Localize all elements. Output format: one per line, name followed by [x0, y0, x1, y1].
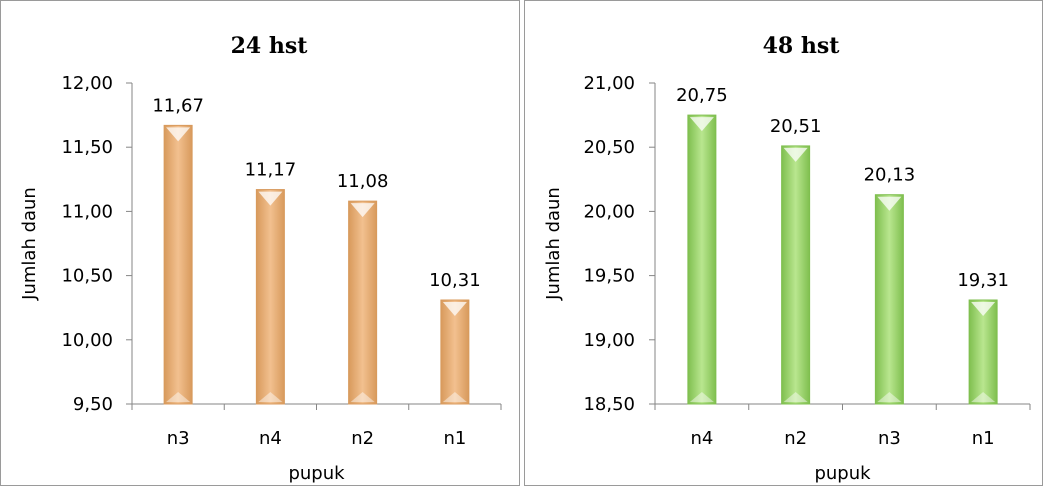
x-tick-label: n1 — [443, 428, 466, 449]
bar-top-highlight — [350, 203, 375, 218]
bar-bottom-highlight — [258, 392, 283, 402]
data-label: 11,67 — [152, 95, 204, 116]
bar-n2 — [348, 200, 378, 405]
y-tick-label: 20,00 — [583, 201, 635, 222]
y-axis-label: Jumlah daun — [19, 187, 40, 301]
chart-title: 48 hst — [763, 33, 841, 59]
bar-bottom-highlight — [350, 392, 375, 402]
bar-bottom-highlight — [689, 392, 714, 402]
bar-bottom-highlight — [442, 392, 467, 402]
y-tick-label: 10,00 — [61, 330, 113, 351]
bar-n1 — [440, 299, 470, 405]
x-tick-label: n2 — [784, 428, 807, 449]
data-label: 19,31 — [957, 270, 1009, 291]
x-axis-label: pupuk — [288, 463, 345, 484]
data-label: 20,51 — [770, 116, 822, 137]
chart-48-hst: 48 hst 18,50 19,00 19,50 20,00 20,50 21,00 20,7… — [543, 33, 1031, 484]
bar-n1 — [968, 299, 998, 405]
y-tick-label: 12,00 — [61, 73, 113, 94]
y-tick-label: 20,50 — [583, 137, 635, 158]
bar-top-highlight — [166, 127, 191, 142]
data-label: 11,17 — [245, 160, 297, 181]
chart-panel-48-hst: 48 hst 18,50 19,00 19,50 20,00 20,50 21,00 20,7… — [524, 0, 1043, 486]
y-tick-label: 10,50 — [61, 266, 113, 287]
x-tick-label: n2 — [351, 428, 374, 449]
bar-bottom-highlight — [877, 392, 902, 402]
bar-n3 — [163, 124, 193, 405]
panel-divider — [520, 0, 524, 486]
y-tick-label: 18,50 — [583, 394, 635, 415]
bar-top-highlight — [877, 196, 902, 211]
bar-n2 — [781, 145, 811, 405]
bar-n4 — [255, 189, 285, 405]
data-label: 20,75 — [676, 85, 728, 106]
x-axis-label: pupuk — [814, 463, 871, 484]
y-tick-label: 21,00 — [583, 73, 635, 94]
bar-bottom-highlight — [166, 392, 191, 402]
chart-title: 24 hst — [231, 33, 309, 59]
data-label: 20,13 — [864, 165, 916, 186]
bar-top-highlight — [442, 301, 467, 316]
x-tick-label: n3 — [878, 428, 901, 449]
chart-panel-24-hst: 24 hst 9,50 10,00 10,50 11,00 11,50 12,00 11,67… — [0, 0, 520, 486]
bar-n3 — [874, 194, 904, 405]
y-tick-label: 9,50 — [73, 394, 113, 415]
data-label: 11,08 — [337, 171, 389, 192]
chart-24-hst: 24 hst 9,50 10,00 10,50 11,00 11,50 12,00 11,67… — [19, 33, 502, 484]
y-tick-label: 11,50 — [61, 137, 113, 158]
y-tick-label: 19,50 — [583, 266, 635, 287]
x-tick-label: n4 — [259, 428, 282, 449]
bar-top-highlight — [258, 191, 283, 206]
bar-n4 — [687, 114, 717, 405]
data-label: 10,31 — [429, 270, 481, 291]
bar-bottom-highlight — [971, 392, 996, 402]
x-tick-label: n4 — [690, 428, 713, 449]
y-tick-label: 19,00 — [583, 330, 635, 351]
x-tick-label: n1 — [972, 428, 995, 449]
y-tick-label: 11,00 — [61, 201, 113, 222]
bar-top-highlight — [689, 117, 714, 132]
x-tick-label: n3 — [167, 428, 190, 449]
bar-top-highlight — [971, 301, 996, 316]
y-axis-label: Jumlah daun — [543, 187, 564, 301]
bar-bottom-highlight — [783, 392, 808, 402]
bar-top-highlight — [783, 147, 808, 162]
